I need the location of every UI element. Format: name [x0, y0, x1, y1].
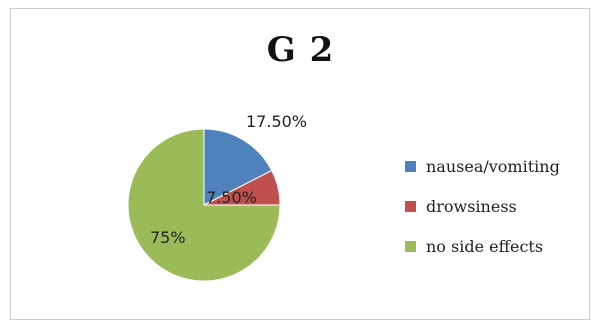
- legend-item-nausea-vomiting: nausea/vomiting: [405, 146, 560, 186]
- pie-slice-no-side-effects: [127, 128, 281, 282]
- legend-swatch-nausea-vomiting: [405, 160, 416, 172]
- data-label-no-side-effects: 75%: [150, 228, 186, 247]
- chart-title: G 2: [266, 30, 335, 70]
- data-label-drowsiness: 7.50%: [206, 188, 257, 207]
- legend-item-drowsiness: drowsiness: [405, 186, 560, 226]
- chart-frame: [10, 8, 590, 320]
- legend-label-no-side-effects: no side effects: [426, 236, 544, 256]
- legend-swatch-no-side-effects: [405, 240, 416, 252]
- data-label-nausea-vomiting: 17.50%: [246, 112, 307, 131]
- legend-item-no-side-effects: no side effects: [405, 226, 560, 266]
- legend-label-nausea-vomiting: nausea/vomiting: [426, 156, 560, 176]
- legend-swatch-drowsiness: [405, 200, 416, 212]
- legend-label-drowsiness: drowsiness: [426, 196, 517, 216]
- legend: nausea/vomiting drowsiness no side effec…: [405, 146, 560, 266]
- pie-slice-nausea-vomiting: [203, 128, 273, 206]
